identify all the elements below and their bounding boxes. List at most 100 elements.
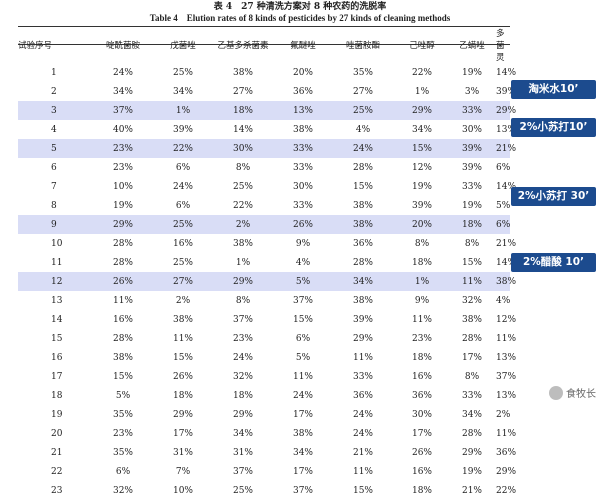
elution-rate-cell: 17% [292,409,313,420]
elution-rate-cell: 19% [461,67,482,78]
trial-number: 15 [51,333,63,344]
elution-rate-cell: 37% [292,485,313,496]
trial-number: 7 [51,181,57,192]
elution-rate-cell: 25% [330,101,396,120]
column-header: 乙基多杀菌素 [217,41,269,51]
elution-rate-cell: 29% [396,101,448,120]
trial-number: 12 [18,272,90,291]
elution-rate-cell: 34% [232,428,253,439]
elution-rate-cell: 2% [210,215,276,234]
elution-rate-cell: 10% [172,485,193,496]
elution-rate-cell: 30% [210,139,276,158]
column-header: 己唑醇 [409,41,435,51]
trial-number: 1 [51,67,57,78]
column-header: 啶酰菌胺 [105,41,140,51]
elution-rate-cell: 11% [352,352,373,363]
table-row: 5 23% 22% 30% 33% 24% 15% 39% 21% [18,139,516,158]
elution-rate-cell: 13% [496,390,517,401]
elution-rate-cell: 6% [115,466,131,477]
elution-rate-cell: 11% [292,371,313,382]
trial-number: 13 [51,295,63,306]
trial-number: 16 [51,352,63,363]
elution-rate-cell: 38% [496,272,516,291]
elution-rate-cell: 11% [172,333,193,344]
table-row: 3 37% 1% 18% 13% 25% 29% 33% 29% [18,101,516,120]
elution-rate-cell: 24% [112,67,133,78]
elution-rate-cell: 38% [352,200,373,211]
trial-number: 21 [51,447,63,458]
elution-rate-cell: 34% [112,86,133,97]
elution-rate-cell: 15% [461,257,482,268]
elution-rate-cell: 28% [461,333,482,344]
elution-rate-cell: 29% [496,466,517,477]
elution-rate-cell: 32% [232,371,253,382]
elution-rate-cell: 29% [496,101,516,120]
elution-rate-cell: 17% [461,352,482,363]
elution-rate-cell: 40% [112,124,133,135]
highlight-tag: 2%醋酸 10’ [511,253,596,272]
table-row: 22 6% 7% 37% 17% 11% 16% 19% 29% [18,462,517,481]
table-row: 20 23% 17% 34% 38% 24% 17% 28% 11% [18,424,516,443]
elution-rate-cell: 15% [396,139,448,158]
elution-rate-cell: 36% [352,390,373,401]
elution-rate-cell: 7% [175,466,191,477]
elution-rate-cell: 36% [496,447,517,458]
table-row: 1 24% 25% 38% 20% 35% 22% 19% 14% [18,63,516,82]
header-rule [18,44,510,45]
elution-rate-cell: 2% [175,295,191,306]
elution-rate-cell: 25% [232,181,253,192]
elution-rate-cell: 28% [461,428,482,439]
elution-rate-cell: 21% [496,139,516,158]
column-header: 多菌灵 [496,29,505,63]
elution-rate-cell: 19% [411,181,432,192]
elution-rate-cell: 1% [156,101,210,120]
table-row: 2 34% 34% 27% 36% 27% 1% 3% 39% [18,82,516,101]
highlight-tag: 2%小苏打10’ [511,118,596,137]
elution-rate-cell: 36% [411,390,432,401]
elution-rate-cell: 33% [276,139,330,158]
trial-number: 17 [51,371,63,382]
elution-rate-cell: 1% [414,86,430,97]
elution-rate-cell: 6% [496,162,511,173]
elution-rate-cell: 36% [292,86,313,97]
table-body: 1 24% 25% 38% 20% 35% 22% 19% 14% 2 34% 34% 27% 36% 27… [18,63,517,500]
elution-rate-cell: 24% [330,139,396,158]
elution-rate-cell: 11% [448,272,496,291]
elution-rate-cell: 4% [355,124,371,135]
elution-rate-cell: 16% [411,466,432,477]
table-header-row: 试验序号 啶酰菌胺 戊菌唑 乙基多杀菌素 氟醚唑 唑菌胺酯 己唑醇 乙螨唑 多菌灵 [18,27,510,63]
elution-rate-cell: 11% [496,333,517,344]
elution-rate-cell: 18% [448,215,496,234]
table-row: 12 26% 27% 29% 5% 34% 1% 11% 38% [18,272,516,291]
elution-rate-cell: 26% [90,272,156,291]
elution-rate-cell: 4% [295,257,311,268]
elution-rate-cell: 28% [112,238,133,249]
top-rule [18,26,510,27]
elution-rate-cell: 14% [232,124,253,135]
elution-rate-cell: 38% [292,428,313,439]
elution-rate-cell: 21% [461,485,482,496]
elution-rate-cell: 5% [496,200,511,211]
caption-cn: 表 4 27 种清洗方案对 8 种农药的洗脱率 [213,2,387,12]
elution-rate-cell: 22% [496,485,517,496]
elution-rate-cell: 37% [496,371,517,382]
elution-rate-cell: 18% [411,485,432,496]
elution-rate-cell: 33% [292,200,313,211]
table-row: 17 15% 26% 32% 11% 33% 16% 8% 37% [18,367,517,386]
elution-rate-cell: 39% [411,200,432,211]
table-row: 4 40% 39% 14% 38% 4% 34% 30% 13% [18,120,517,139]
elution-rate-cell: 38% [232,238,253,249]
column-header: 试验序号 [18,41,53,51]
elution-rate-cell: 13% [496,124,517,135]
elution-rate-cell: 5% [115,390,131,401]
elution-rate-cell: 16% [411,371,432,382]
elution-rate-cell: 30% [292,181,313,192]
elution-rate-cell: 18% [210,101,276,120]
table-row: 8 19% 6% 22% 33% 38% 39% 19% 5% [18,196,510,215]
trial-number: 20 [51,428,63,439]
elution-rate-cell: 23% [112,162,133,173]
elution-rate-cell: 23% [112,428,133,439]
elution-rate-cell: 26% [276,215,330,234]
elution-rate-cell: 15% [352,485,373,496]
table-caption: 表 4 27 种清洗方案对 8 种农药的洗脱率 Table 4 Elution … [0,2,600,24]
